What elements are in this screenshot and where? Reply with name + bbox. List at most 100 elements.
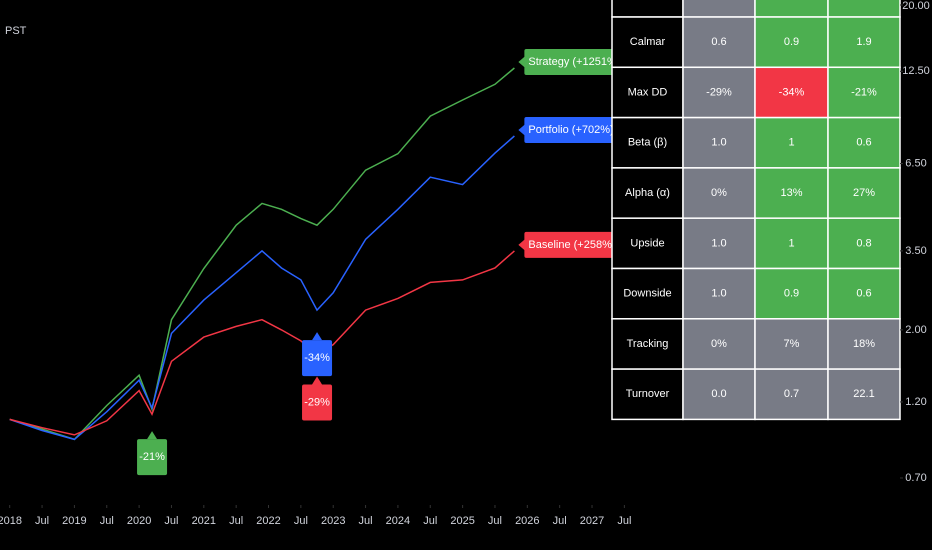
table-value: 1 <box>788 137 794 149</box>
y-tick-label: 1.20 <box>905 396 926 408</box>
end-label: Portfolio (+702%) <box>528 124 613 136</box>
x-tick-label: Jul <box>294 515 308 527</box>
table-value: 1 <box>788 237 794 249</box>
end-label-box <box>524 117 618 144</box>
drawdown-box <box>302 384 333 421</box>
table-row-label: Tracking <box>627 338 669 350</box>
x-tick-label: Jul <box>35 515 49 527</box>
x-tick-label: Jul <box>423 515 437 527</box>
table-cell <box>611 0 684 18</box>
x-tick-label: 2019 <box>62 515 86 527</box>
series-line <box>9 250 515 436</box>
table-row-label: Beta (β) <box>628 137 667 149</box>
x-tick-label: Jul <box>617 515 631 527</box>
x-tick-label: 2020 <box>127 515 151 527</box>
table-value: 0.9 <box>784 288 799 300</box>
table-cell <box>682 167 756 219</box>
end-pointer <box>518 55 526 68</box>
drawdown-label: -29% <box>304 396 330 408</box>
x-tick-label: Jul <box>553 515 567 527</box>
table-value: -21% <box>851 86 877 98</box>
table-cell <box>611 167 684 219</box>
table-value: 0.6 <box>856 137 871 149</box>
table-cell <box>682 368 756 421</box>
drawdown-label: -34% <box>304 352 330 364</box>
x-tick-label: 2018 <box>0 515 22 527</box>
table-value: 18% <box>853 338 875 350</box>
drawdown-pointer <box>312 376 323 385</box>
end-pointer <box>518 124 526 137</box>
series-line <box>9 135 515 441</box>
table-cell <box>827 217 901 270</box>
drawdown-pointer <box>312 332 323 341</box>
table-cell <box>682 116 756 169</box>
table-value: 27% <box>853 187 875 199</box>
timezone-label: PST <box>5 25 27 37</box>
table-cell <box>611 116 684 169</box>
table-cell <box>754 0 829 18</box>
table-cell <box>827 16 901 69</box>
x-tick-label: 2023 <box>321 515 345 527</box>
table-value: 0.9 <box>784 36 799 48</box>
table-cell <box>682 0 756 18</box>
x-tick-label: Jul <box>100 515 114 527</box>
table-cell <box>827 368 901 421</box>
table-value: 0.7 <box>784 388 799 400</box>
table-value: -34% <box>779 86 805 98</box>
y-tick-label: 3.50 <box>905 245 926 257</box>
table-cell <box>611 368 684 421</box>
x-tick-label: 2021 <box>192 515 216 527</box>
table-cell <box>827 0 901 18</box>
y-tick-label: 20.00 <box>902 0 930 12</box>
end-label: Baseline (+258%) <box>528 239 615 251</box>
end-label-box <box>524 231 620 258</box>
table-cell <box>682 267 756 320</box>
table-cell <box>611 66 684 119</box>
y-tick-label: 6.50 <box>905 157 926 169</box>
table-row-label: Downside <box>623 288 671 300</box>
table-value: 0.6 <box>711 36 726 48</box>
drawdown-box <box>302 340 333 377</box>
table-row-label: Turnover <box>626 388 670 400</box>
drawdown-box <box>137 439 168 476</box>
table-row-label: Upside <box>630 237 664 249</box>
table-cell <box>754 66 829 119</box>
table-value: 13% <box>780 187 802 199</box>
table-row-label: Max DD <box>628 86 668 98</box>
end-label: Strategy (+1251%) <box>528 56 620 68</box>
table-value: 0% <box>711 187 727 199</box>
table-cell <box>611 267 684 320</box>
x-tick-label: Jul <box>359 515 373 527</box>
x-tick-label: 2027 <box>580 515 604 527</box>
table-value: 1.0 <box>711 137 726 149</box>
table-cell <box>827 116 901 169</box>
x-tick-label: Jul <box>488 515 502 527</box>
table-value: 1.0 <box>711 288 726 300</box>
table-cell <box>754 167 829 219</box>
table-top-row <box>611 0 901 18</box>
table-cell <box>754 16 829 69</box>
x-tick-label: 2026 <box>515 515 539 527</box>
table-cell <box>827 167 901 219</box>
table-value: -29% <box>706 86 732 98</box>
x-tick-label: 2022 <box>256 515 280 527</box>
y-tick-label: 0.70 <box>905 472 926 484</box>
x-tick-label: 2025 <box>450 515 474 527</box>
drawdown-pointer <box>147 431 158 440</box>
table-cell <box>611 217 684 270</box>
y-tick-label: 12.50 <box>902 65 930 77</box>
x-tick-label: 2024 <box>386 515 410 527</box>
table-row-label: Calmar <box>630 36 666 48</box>
drawdown-label: -21% <box>139 451 165 463</box>
table-value: 1.0 <box>711 237 726 249</box>
table-value: 0.6 <box>856 288 871 300</box>
table-value: 7% <box>784 338 800 350</box>
table-value: 22.1 <box>853 388 874 400</box>
x-tick-label: Jul <box>229 515 243 527</box>
y-tick-label: 2.00 <box>905 324 926 336</box>
table-value: 0.0 <box>711 388 726 400</box>
table-value: 0% <box>711 338 727 350</box>
table-cell <box>682 66 756 119</box>
table-value: 1.9 <box>856 36 871 48</box>
